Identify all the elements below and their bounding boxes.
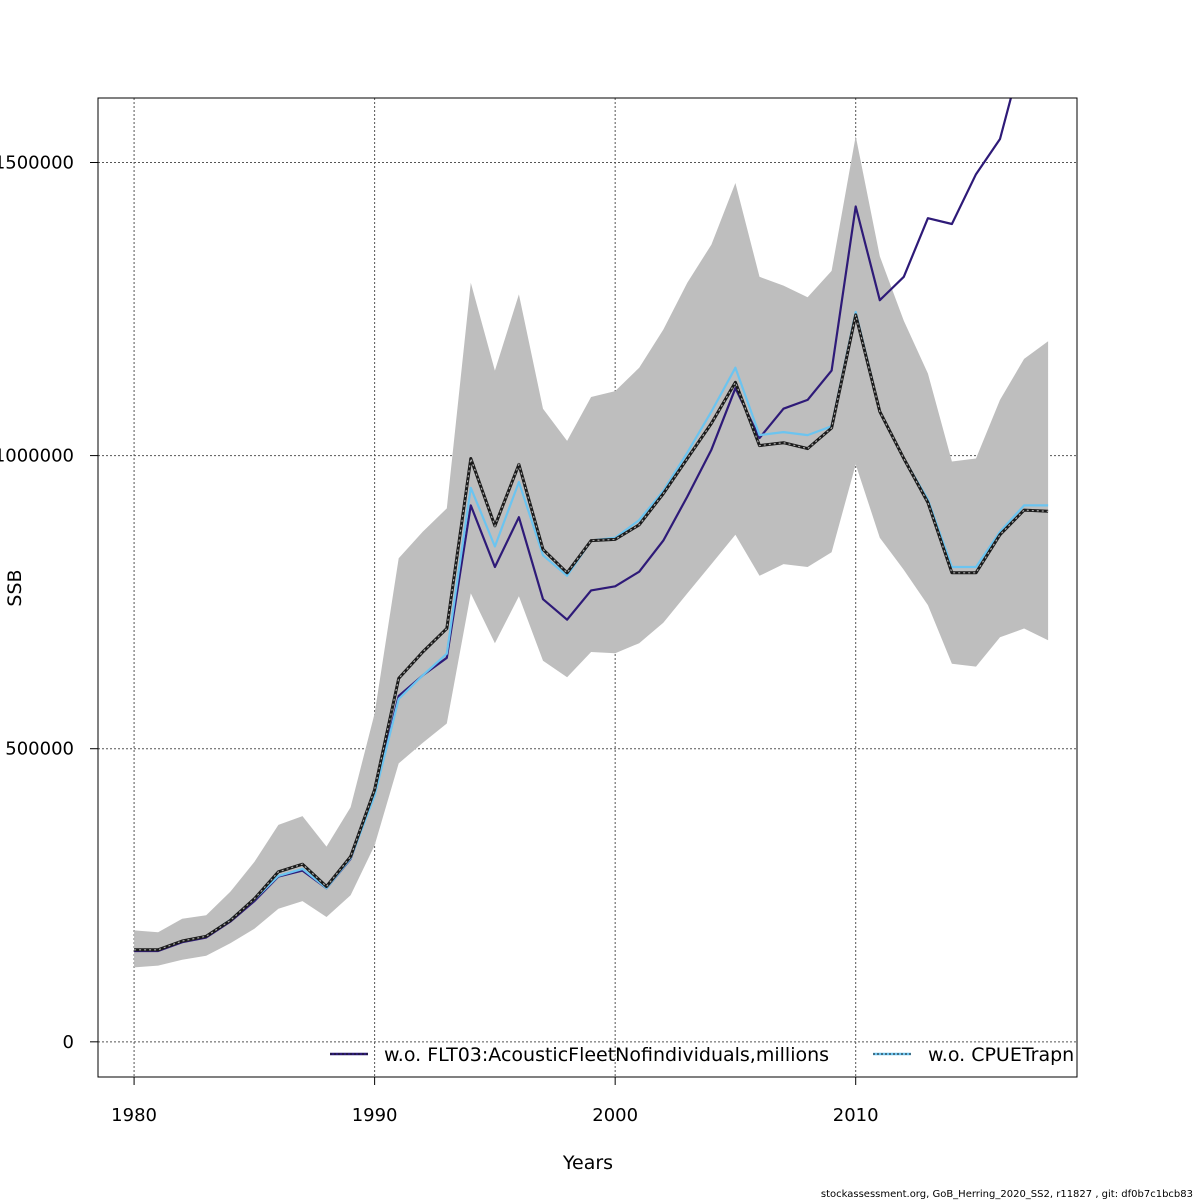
y-tick-label: 1500000 [0, 152, 74, 173]
y-tick-label: 500000 [5, 739, 74, 760]
x-axis-title: Years [562, 1152, 613, 1174]
x-tick-label: 1980 [111, 1105, 157, 1126]
axes: 1980 1990 2000 2010 0 500000 1000000 1500000 [0, 152, 879, 1126]
series-line-estimate-dash [134, 314, 1049, 951]
legend-label: w.o. FLT03:AcousticFleetNofindividuals,m… [384, 1044, 829, 1066]
y-axis-title: SSB [4, 569, 26, 606]
legend-label: w.o. CPUETrapn [928, 1044, 1074, 1066]
x-tick-label: 2000 [592, 1105, 638, 1126]
legend: w.o. FLT03:AcousticFleetNofindividuals,m… [330, 1044, 1074, 1066]
x-tick-label: 2010 [833, 1105, 879, 1126]
confidence-band-area [134, 136, 1049, 968]
x-tick-label: 1990 [352, 1105, 398, 1126]
confidence-band [134, 136, 1049, 968]
y-tick-label: 1000000 [0, 446, 74, 467]
y-tick-label: 0 [63, 1032, 74, 1053]
footer-credit: stockassessment.org, GoB_Herring_2020_SS… [821, 1189, 1193, 1200]
series-lines [134, 98, 1049, 953]
